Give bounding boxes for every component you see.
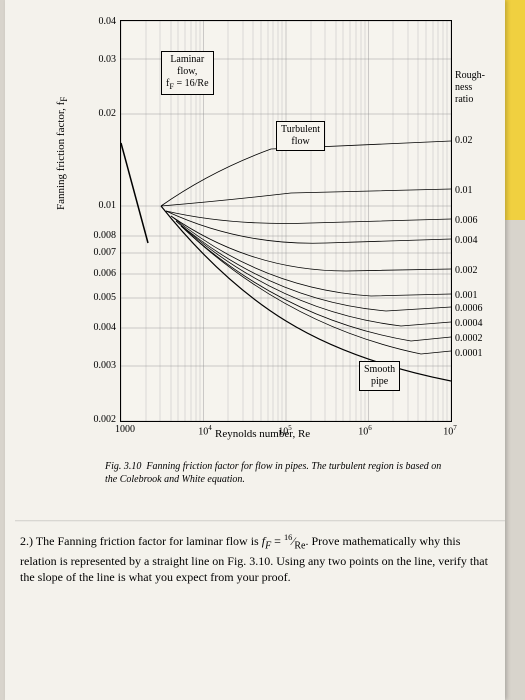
roughness-label: 0.0002 — [455, 333, 483, 344]
roughness-label: 0.001 — [455, 290, 478, 301]
plot-box: Laminarflow,fF = 16/Re Turbulentflow Smo… — [120, 20, 452, 422]
roughness-label: 0.02 — [455, 135, 473, 146]
ytick: 0.02 — [83, 108, 116, 119]
question-text: 2.) The Fanning friction factor for lami… — [20, 532, 500, 585]
ytick: 0.008 — [83, 230, 116, 241]
xtick: 1000 — [105, 424, 145, 435]
y-axis-label: Fanning friction factor, fF — [55, 97, 69, 210]
ytick: 0.01 — [83, 200, 116, 211]
roughness-label: 0.0004 — [455, 318, 483, 329]
ytick: 0.006 — [83, 268, 116, 279]
ytick: 0.005 — [83, 292, 116, 303]
page-yellow-edge — [505, 0, 525, 220]
ytick: 0.03 — [83, 54, 116, 65]
roughness-label: 0.0006 — [455, 303, 483, 314]
roughness-label: 0.006 — [455, 215, 478, 226]
roughness-title: Rough-nessratio — [455, 70, 485, 106]
xtick: 105 — [265, 424, 305, 437]
page-crease — [15, 520, 505, 522]
ytick: 0.004 — [83, 322, 116, 333]
roughness-label: 0.002 — [455, 265, 478, 276]
roughness-label: 0.0001 — [455, 348, 483, 359]
page-surface: Fanning friction factor, fF Reynolds num… — [5, 0, 505, 700]
ytick: 0.007 — [83, 247, 116, 258]
question-number: 2.) — [20, 534, 33, 548]
figure-ref: Fig. 3.10 — [105, 461, 141, 472]
smooth-annotation: Smoothpipe — [359, 361, 400, 391]
xtick: 107 — [430, 424, 470, 437]
caption-text: Fanning friction factor for flow in pipe… — [105, 461, 441, 485]
ytick: 0.04 — [83, 16, 116, 27]
figure-caption: Fig. 3.10 Fanning friction factor for fl… — [105, 460, 455, 486]
laminar-annotation: Laminarflow,fF = 16/Re — [161, 51, 214, 95]
moody-chart: Fanning friction factor, fF Reynolds num… — [65, 10, 480, 460]
ytick: 0.003 — [83, 360, 116, 371]
roughness-label: 0.01 — [455, 185, 473, 196]
xtick: 106 — [345, 424, 385, 437]
turbulent-annotation: Turbulentflow — [276, 121, 325, 151]
xtick: 104 — [185, 424, 225, 437]
roughness-label: 0.004 — [455, 235, 478, 246]
